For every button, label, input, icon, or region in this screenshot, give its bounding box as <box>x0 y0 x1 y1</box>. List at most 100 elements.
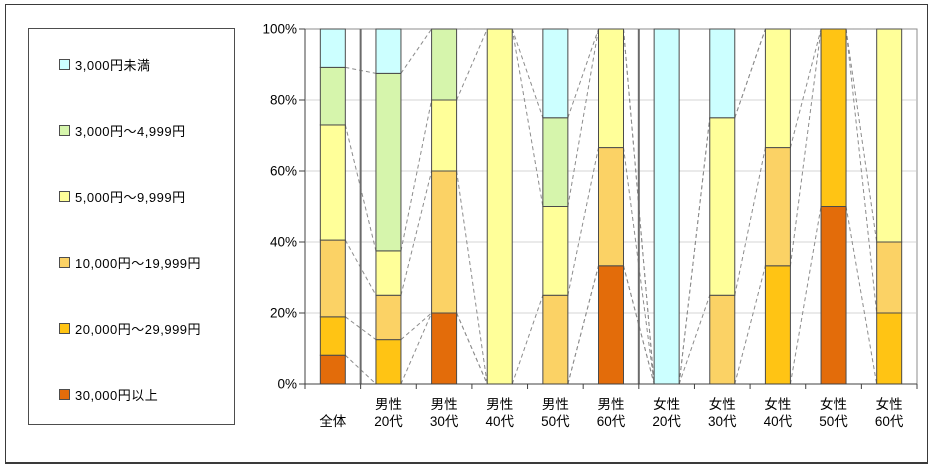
series-line <box>400 312 433 385</box>
series-line <box>734 265 766 385</box>
category-label-line1: 女性 <box>709 396 736 412</box>
legend-item-2: 5,000円～9,999円 <box>59 188 186 205</box>
category-label-line1: 女性 <box>876 396 903 412</box>
series-line <box>345 316 377 341</box>
series-line <box>734 28 766 118</box>
series-line <box>678 117 711 385</box>
bar-segment <box>820 206 847 385</box>
bar-segment <box>486 28 513 385</box>
bar-segment <box>542 117 569 207</box>
series-line <box>567 265 599 385</box>
bar-segment <box>542 294 569 385</box>
y-tick-label: 20% <box>270 306 297 321</box>
bar-segment <box>375 28 402 74</box>
series-line <box>734 147 766 296</box>
category-label-line2: 30代 <box>430 414 459 429</box>
bar-segment <box>598 28 624 149</box>
series-line <box>511 28 544 118</box>
series-line <box>623 265 655 385</box>
category-label-line2: 30代 <box>708 414 737 429</box>
series-line <box>678 295 711 385</box>
bar-segment <box>598 265 624 385</box>
bar-segment <box>876 312 903 385</box>
bar-segment <box>764 28 791 149</box>
bar-segment <box>319 66 346 126</box>
legend-swatch-icon <box>59 389 70 400</box>
series-line <box>456 312 488 385</box>
series-line <box>789 206 822 385</box>
bar-segment <box>431 28 458 101</box>
series-line <box>567 147 599 296</box>
series-line <box>845 206 878 385</box>
legend-item-0: 3,000円未満 <box>59 56 151 73</box>
legend-label: 3,000円未満 <box>75 57 151 73</box>
bar-segment <box>375 339 402 385</box>
series-line <box>400 99 433 251</box>
category-label-line1: 男性 <box>486 397 513 412</box>
series-line <box>845 28 878 314</box>
series-line <box>845 28 878 243</box>
bar-segment <box>431 312 458 385</box>
category-label-line2: 50代 <box>541 414 570 429</box>
legend-item-1: 3,000円～4,999円 <box>59 122 186 139</box>
legend-swatch-icon <box>59 124 70 136</box>
series-line <box>456 28 488 101</box>
series-line <box>567 265 599 385</box>
legend-label: 30,000円以上 <box>75 388 159 403</box>
y-tick-label: 80% <box>270 93 297 108</box>
bar-segment <box>653 28 680 385</box>
bar-segment <box>319 354 346 385</box>
series-line <box>456 170 488 385</box>
bar-segment <box>542 206 569 296</box>
legend-swatch-icon <box>59 190 70 202</box>
bar-segment <box>375 72 402 252</box>
category-label-line2: 60代 <box>597 414 626 429</box>
chart-legend: 3,000円未満 3,000円～4,999円 5,000円～9,999円 10,000… <box>28 28 235 425</box>
bar-segment <box>820 28 847 207</box>
category-label-line1: 女性 <box>653 396 680 412</box>
y-tick-label: 0% <box>277 377 297 392</box>
bar-segment <box>375 294 402 341</box>
category-label-line2: 全体 <box>319 413 346 429</box>
bar-segment <box>764 147 791 267</box>
legend-item-4: 20,000円～29,999円 <box>59 320 201 337</box>
bar-segment <box>319 239 346 318</box>
y-tick-label: 100% <box>262 22 297 37</box>
category-label-line1: 男性 <box>542 397 569 412</box>
bar-segment <box>431 99 458 172</box>
legend-swatch-icon <box>59 322 70 334</box>
legend-item-5: 30,000円以上 <box>59 387 158 403</box>
legend-swatch-icon <box>59 256 70 268</box>
series-line <box>400 312 432 341</box>
category-label-line1: 男性 <box>431 397 458 412</box>
bar-segment <box>876 241 903 314</box>
category-label-line2: 20代 <box>652 414 681 429</box>
bar-segment <box>764 265 791 385</box>
series-line <box>400 170 433 296</box>
category-label-line1: 女性 <box>820 396 847 412</box>
category-label-line2: 20代 <box>374 414 403 429</box>
series-line <box>567 28 599 118</box>
category-label-line2: 40代 <box>485 414 514 429</box>
series-line <box>511 295 544 385</box>
category-label-line2: 60代 <box>875 414 904 429</box>
bar-segment <box>709 117 736 296</box>
legend-swatch-icon <box>59 58 70 70</box>
category-label-line2: 50代 <box>819 414 848 429</box>
legend-label: 3,000円～4,999円 <box>75 123 186 139</box>
category-label-line1: 男性 <box>375 397 402 412</box>
bar-segment <box>876 28 903 243</box>
y-tick-label: 60% <box>270 164 297 179</box>
legend-item-3: 10,000円～19,999円 <box>59 254 201 271</box>
bar-segment <box>319 124 346 241</box>
bar-segment <box>431 170 458 314</box>
legend-label: 5,000円～9,999円 <box>75 189 186 205</box>
y-tick-label: 40% <box>270 235 297 250</box>
category-label-line1: 女性 <box>764 396 791 412</box>
bar-segment <box>598 147 624 267</box>
bar-segment <box>542 28 569 119</box>
series-line <box>511 28 544 207</box>
series-line <box>789 28 822 148</box>
category-label-line1: 男性 <box>598 397 625 412</box>
